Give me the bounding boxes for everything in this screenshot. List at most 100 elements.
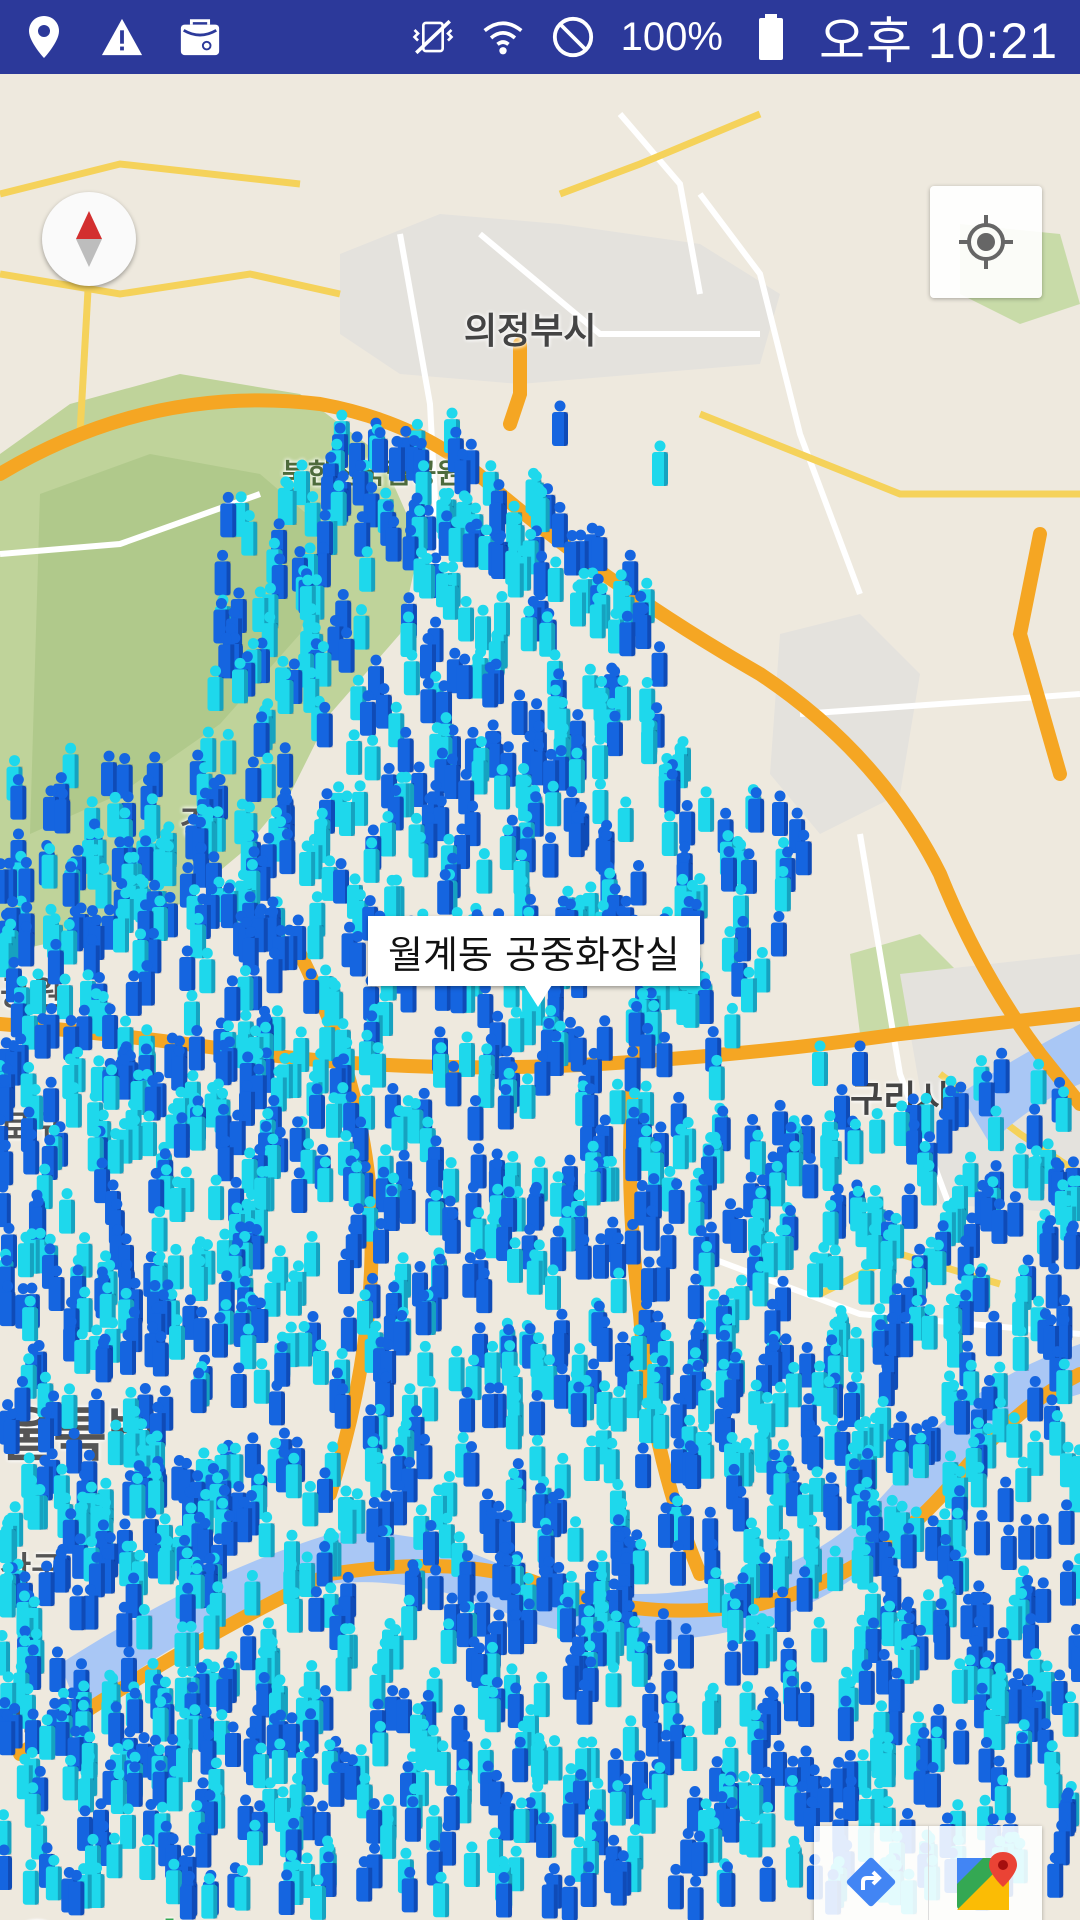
restroom-marker — [359, 690, 376, 736]
my-location-button[interactable] — [930, 186, 1042, 298]
restroom-marker — [802, 1152, 819, 1199]
restroom-marker — [936, 1108, 953, 1154]
restroom-marker — [827, 1545, 844, 1592]
restroom-marker — [373, 1218, 390, 1264]
restroom-marker — [697, 978, 714, 1024]
restroom-marker — [280, 479, 297, 525]
restroom-marker — [677, 1623, 694, 1669]
restroom-marker — [190, 1367, 207, 1414]
restroom-marker — [277, 668, 294, 715]
restroom-marker — [609, 1078, 626, 1125]
restroom-marker — [245, 756, 262, 803]
restroom-marker — [47, 938, 64, 985]
restroom-marker — [570, 581, 587, 627]
restroom-marker — [76, 1286, 93, 1333]
directions-button[interactable] — [814, 1826, 928, 1920]
restroom-marker — [542, 832, 559, 878]
restroom-marker — [268, 1379, 285, 1426]
restroom-marker — [596, 1316, 613, 1362]
directions-icon — [846, 1857, 895, 1907]
restroom-marker — [179, 945, 196, 991]
restroom-marker — [930, 1239, 947, 1286]
restroom-marker — [591, 525, 608, 572]
restroom-marker — [407, 1097, 424, 1144]
restroom-marker — [470, 1207, 487, 1253]
restroom-marker — [664, 768, 681, 815]
restroom-marker — [41, 843, 58, 889]
restroom-marker — [610, 1267, 627, 1314]
restroom-marker — [327, 980, 344, 1026]
restroom-marker — [387, 785, 404, 831]
restroom-marker — [173, 1112, 190, 1158]
restroom-marker — [61, 1383, 78, 1429]
restroom-marker — [307, 913, 324, 960]
restroom-marker — [546, 1735, 563, 1781]
restroom-marker — [277, 742, 294, 788]
restroom-marker — [34, 1013, 51, 1059]
restroom-marker — [463, 1841, 480, 1887]
restroom-marker — [22, 1859, 39, 1905]
restroom-marker — [812, 1040, 828, 1086]
google-logo-letter: G — [14, 1909, 59, 1920]
restroom-marker — [224, 975, 241, 1021]
restroom-marker — [338, 790, 355, 837]
restroom-marker — [338, 627, 355, 673]
restroom-marker — [755, 1353, 772, 1400]
restroom-marker — [120, 1329, 137, 1375]
map-view[interactable]: 의정부시 북한산국립공원 구리시 강 공원 로구 울특별 산구 체 월계동 공중… — [0, 74, 1080, 1920]
restroom-marker — [253, 711, 270, 757]
restroom-marker — [624, 1046, 641, 1092]
restroom-marker — [211, 1312, 228, 1358]
restroom-marker — [1030, 1058, 1047, 1105]
restroom-marker — [570, 1026, 587, 1072]
restroom-marker — [635, 603, 652, 650]
restroom-marker — [383, 1185, 400, 1232]
compass-button[interactable] — [42, 192, 136, 286]
restroom-marker — [993, 1047, 1010, 1094]
restroom-marker — [551, 501, 568, 548]
restroom-marker — [774, 865, 791, 912]
restroom-marker — [1035, 1577, 1052, 1623]
restroom-marker — [661, 810, 678, 856]
restroom-marker — [239, 1080, 256, 1126]
restroom-marker — [353, 604, 370, 650]
restroom-marker — [54, 788, 71, 834]
restroom-marker — [1055, 1086, 1072, 1132]
restroom-marker — [653, 1255, 670, 1302]
restroom-marker — [529, 1390, 546, 1436]
restroom-marker — [348, 1161, 365, 1208]
restroom-marker — [191, 1255, 208, 1301]
restroom-marker — [462, 1252, 479, 1298]
restroom-marker — [478, 1062, 495, 1109]
restroom-marker — [107, 1128, 124, 1174]
restroom-marker — [43, 1076, 60, 1123]
restroom-marker — [23, 1128, 40, 1175]
restroom-marker — [547, 556, 564, 602]
restroom-marker — [253, 1358, 270, 1404]
restroom-marker — [799, 1341, 816, 1388]
location-pin-icon — [22, 15, 66, 59]
restroom-marker — [76, 1004, 93, 1051]
restroom-marker — [761, 1231, 778, 1278]
restroom-marker — [372, 427, 389, 473]
restroom-marker — [199, 947, 216, 994]
restroom-marker — [422, 1375, 439, 1422]
restroom-marker — [337, 1248, 354, 1295]
restroom-marker — [471, 749, 488, 795]
block-icon — [551, 15, 595, 59]
marker-info-window[interactable]: 월계동 공중화장실 — [368, 916, 700, 986]
restroom-marker — [241, 510, 258, 556]
restroom-marker — [770, 910, 787, 957]
restroom-marker — [1056, 1358, 1073, 1405]
restroom-marker — [303, 968, 320, 1014]
restroom-marker — [489, 491, 506, 538]
google-logo-letter: g — [127, 1909, 162, 1920]
restroom-marker — [847, 1118, 864, 1165]
restroom-marker — [748, 787, 765, 833]
restroom-marker — [59, 1188, 76, 1234]
restroom-marker — [507, 1237, 524, 1283]
open-google-maps-button[interactable] — [927, 1826, 1043, 1920]
restroom-marker — [869, 1108, 886, 1154]
restroom-marker — [973, 1509, 990, 1556]
restroom-marker — [476, 1267, 493, 1314]
